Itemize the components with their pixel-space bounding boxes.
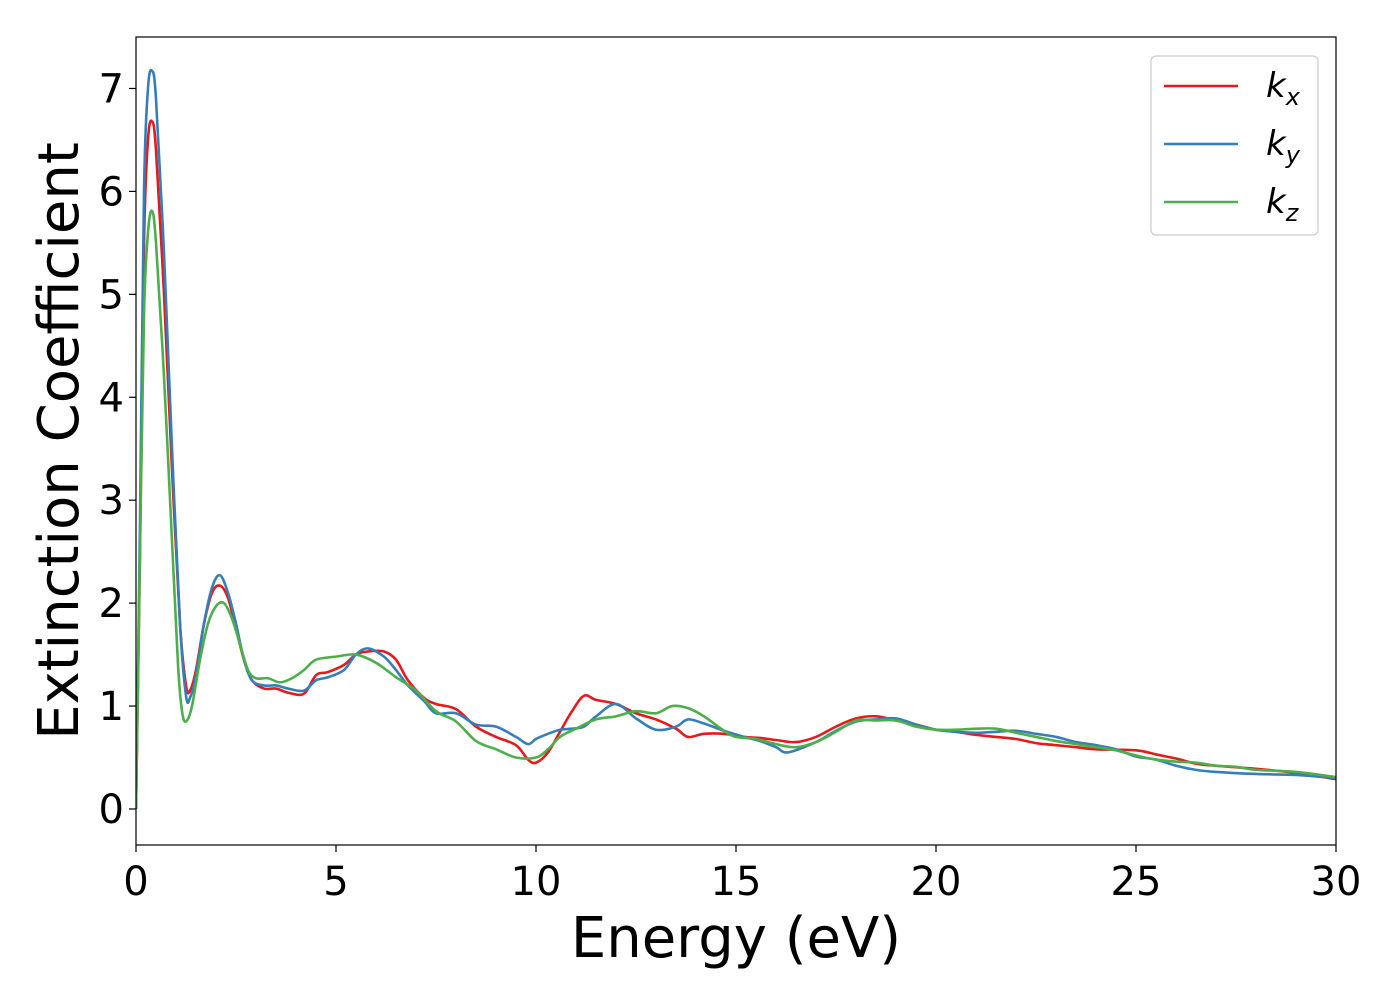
x-tick-label: 25: [1111, 859, 1162, 905]
x-tick-label: 30: [1311, 859, 1362, 905]
x-axis-ticks: 0 5 10 15 20 25 30: [123, 845, 1361, 905]
y-tick-label: 7: [99, 66, 124, 112]
legend-label-y: ky: [1266, 124, 1301, 169]
y-tick-label: 6: [99, 169, 124, 215]
y-tick-label: 3: [99, 478, 124, 524]
x-tick-label: 0: [123, 859, 148, 905]
series-layer: [136, 68, 1336, 809]
series-line-z: [136, 209, 1336, 809]
series-line-x: [136, 119, 1336, 809]
x-tick-label: 20: [911, 859, 962, 905]
y-tick-label: 4: [99, 375, 124, 421]
legend-box: [1150, 55, 1319, 236]
x-tick-label: 15: [711, 859, 762, 905]
y-axis-ticks: 0 1 2 3 4 5 6 7: [99, 66, 136, 833]
legend: kx ky kz: [1150, 55, 1319, 236]
y-tick-label: 2: [99, 581, 124, 627]
x-tick-label: 10: [511, 859, 562, 905]
x-tick-label: 5: [323, 859, 348, 905]
legend-label-z: kz: [1266, 182, 1300, 227]
y-tick-label: 5: [99, 272, 124, 318]
legend-label-x: kx: [1266, 66, 1301, 111]
series-line-y: [136, 68, 1336, 809]
y-tick-label: 0: [99, 787, 124, 833]
y-axis-label: Extinction Coefficient: [27, 142, 92, 740]
x-axis-label: Energy (eV): [571, 906, 901, 971]
y-tick-label: 1: [99, 684, 124, 730]
